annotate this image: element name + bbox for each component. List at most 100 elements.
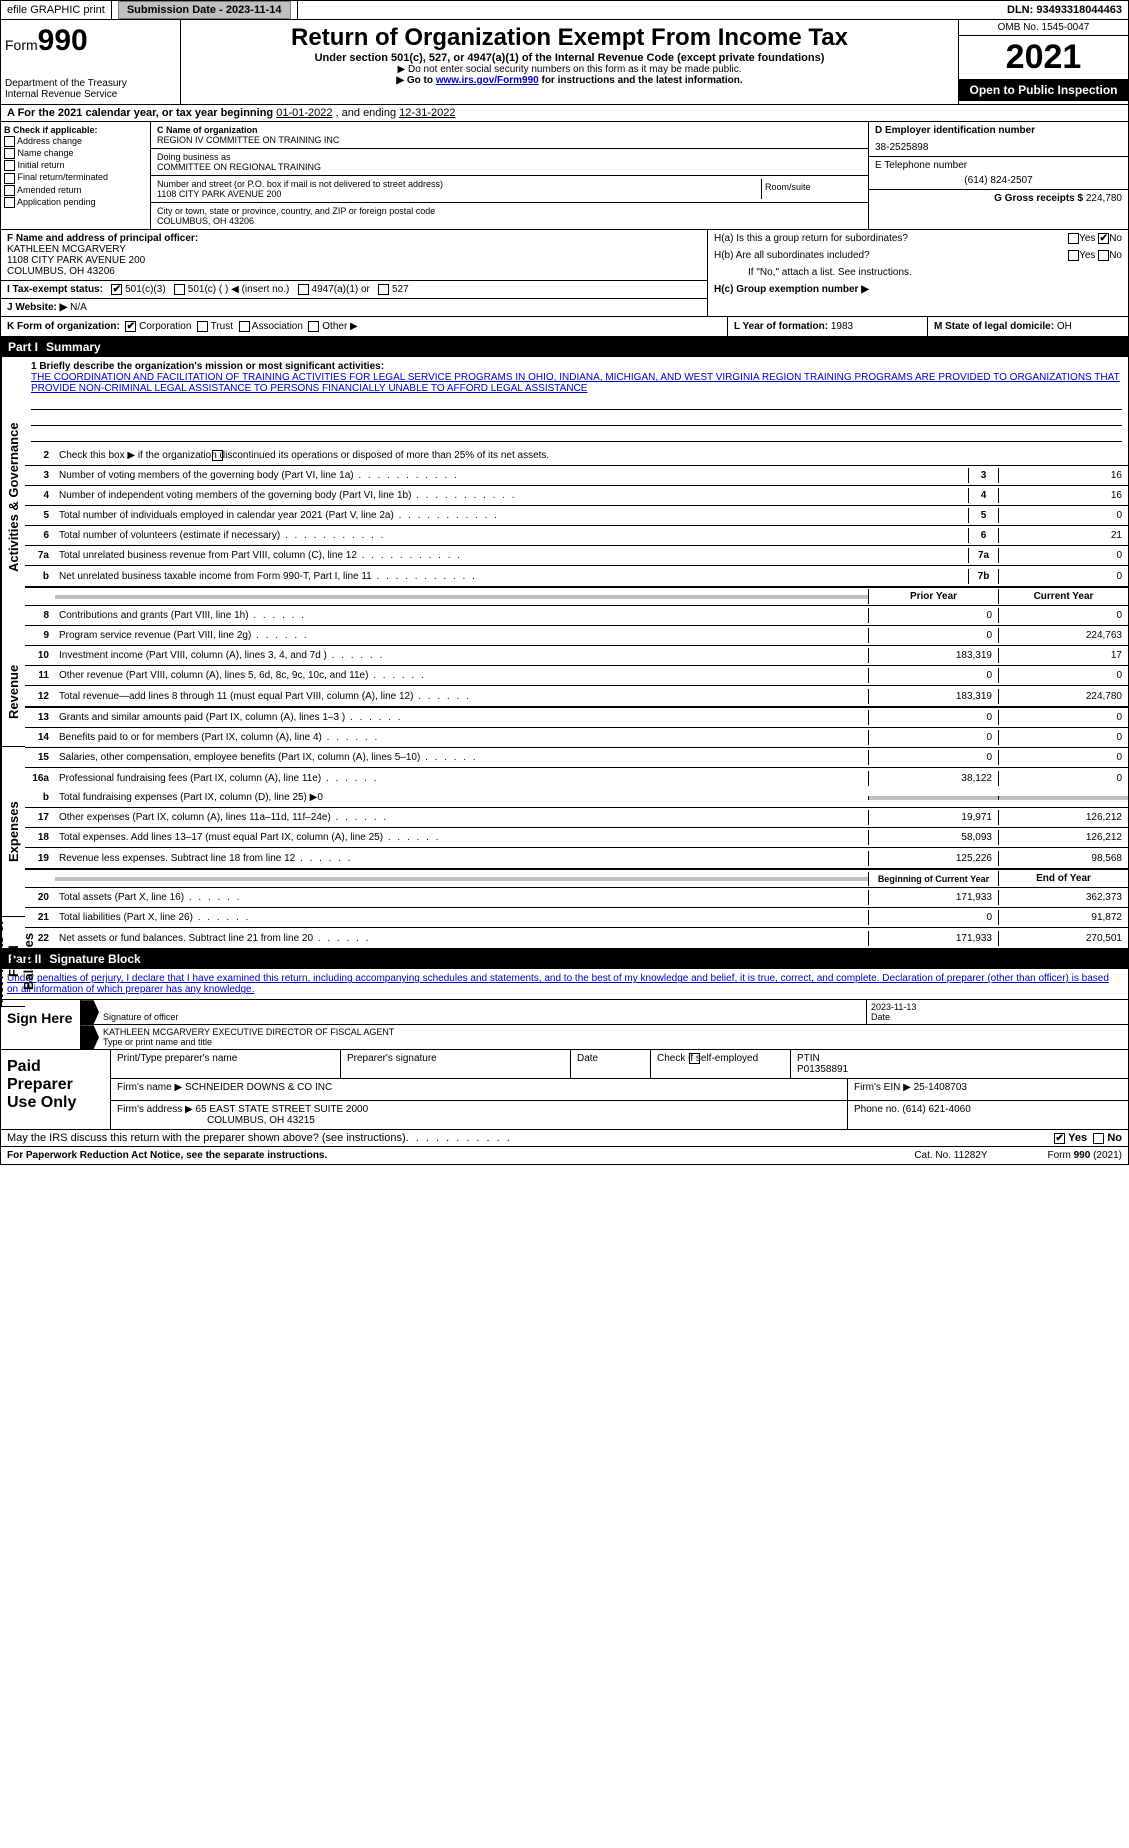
period-begin: 01-01-2022	[276, 107, 332, 119]
row-box: 4	[968, 488, 998, 503]
col-current-header: Current Year	[998, 589, 1128, 604]
row-label: Number of voting members of the governin…	[55, 468, 968, 483]
row-prior: 125,226	[868, 851, 998, 866]
open-public-badge: Open to Public Inspection	[959, 79, 1128, 101]
row-value: 16	[998, 468, 1128, 483]
row-current: 0	[998, 730, 1128, 745]
ptin-label: PTIN	[797, 1053, 820, 1064]
row-num: 7a	[25, 550, 55, 561]
row-box: 7b	[968, 569, 998, 584]
sig-intro: Under penalties of perjury, I declare th…	[0, 969, 1129, 1000]
footer-mid: Cat. No. 11282Y	[914, 1150, 987, 1161]
row-num: 9	[25, 630, 55, 641]
col-begin-header: Beginning of Current Year	[868, 872, 998, 886]
preparer-block: Paid Preparer Use Only Print/Type prepar…	[0, 1050, 1129, 1130]
row-value: 16	[998, 488, 1128, 503]
k-corp[interactable]	[125, 321, 136, 332]
chk-initial[interactable]	[4, 160, 15, 171]
k-trust[interactable]	[197, 321, 208, 332]
addr-value: 1108 CITY PARK AVENUE 200	[157, 189, 761, 199]
hc-label: H(c) Group exemption number ▶	[708, 281, 1128, 298]
row-prior: 171,933	[868, 931, 998, 946]
row-prior: 19,971	[868, 810, 998, 825]
pt-date-label: Date	[571, 1050, 651, 1078]
firm-ein-label: Firm's EIN ▶	[854, 1082, 914, 1093]
f-addr2: COLUMBUS, OH 43206	[7, 266, 701, 277]
mission-block: 1 Briefly describe the organization's mi…	[25, 357, 1128, 446]
addr-label: Number and street (or P.O. box if mail i…	[157, 179, 761, 189]
col-b-header: B Check if applicable:	[4, 125, 147, 135]
row-label: Program service revenue (Part VIII, line…	[55, 628, 868, 643]
sig-officer-label: Signature of officer	[103, 1012, 178, 1022]
officer-name-label: Type or print name and title	[103, 1037, 212, 1047]
hb-no[interactable]	[1098, 250, 1109, 261]
j-label: J Website: ▶	[7, 302, 67, 313]
perjury-text[interactable]: Under penalties of perjury, I declare th…	[7, 973, 1109, 995]
ha-no[interactable]	[1098, 233, 1109, 244]
chk-name[interactable]	[4, 148, 15, 159]
row-num: 3	[25, 470, 55, 481]
org-name-label: C Name of organization	[157, 125, 862, 135]
room-label: Room/suite	[762, 179, 862, 199]
m-value: OH	[1057, 321, 1072, 332]
chk-527[interactable]	[378, 284, 389, 295]
footer-right: Form 990 (2021)	[1048, 1150, 1122, 1161]
sig-date-label: Date	[871, 1012, 890, 1022]
row-label: Grants and similar amounts paid (Part IX…	[55, 710, 868, 725]
row-box: 7a	[968, 548, 998, 563]
l-label: L Year of formation:	[734, 321, 831, 332]
footer-left: For Paperwork Reduction Act Notice, see …	[7, 1150, 327, 1161]
chk-4947[interactable]	[298, 284, 309, 295]
row-current: 126,212	[998, 830, 1128, 845]
row-current: 98,568	[998, 851, 1128, 866]
row-label: Revenue less expenses. Subtract line 18 …	[55, 851, 868, 866]
chk-amended[interactable]	[4, 185, 15, 196]
chk-address[interactable]	[4, 136, 15, 147]
page-footer: For Paperwork Reduction Act Notice, see …	[0, 1147, 1129, 1165]
q2-checkbox[interactable]	[212, 450, 223, 461]
part-i-header: Part I Summary	[0, 337, 1129, 357]
row-current: 0	[998, 668, 1128, 683]
chk-final[interactable]	[4, 173, 15, 184]
instructions-link[interactable]: www.irs.gov/Form990	[436, 75, 539, 86]
row-current: 270,501	[998, 931, 1128, 946]
identity-block: B Check if applicable: Address change Na…	[0, 122, 1129, 230]
l-value: 1983	[831, 321, 853, 332]
k-other[interactable]	[308, 321, 319, 332]
row-num: 11	[25, 670, 55, 681]
sign-here-label: Sign Here	[1, 1000, 81, 1049]
part-ii-header: Part II Signature Block	[0, 949, 1129, 969]
row-num: 6	[25, 530, 55, 541]
ha-yes[interactable]	[1068, 233, 1079, 244]
vtab-governance: Activities & Governance	[1, 357, 25, 637]
row-label: Total assets (Part X, line 16)	[55, 890, 868, 905]
row-label: Other revenue (Part VIII, column (A), li…	[55, 668, 868, 683]
arrow-icon	[81, 1025, 99, 1049]
discuss-yes[interactable]	[1054, 1133, 1065, 1144]
part-i-title: Summary	[46, 340, 101, 354]
row-label: Total revenue—add lines 8 through 11 (mu…	[55, 689, 868, 704]
k-label: K Form of organization:	[7, 321, 120, 332]
row-prior: 58,093	[868, 830, 998, 845]
row-value: 21	[998, 528, 1128, 543]
chk-501c3[interactable]	[111, 284, 122, 295]
hb-yes[interactable]	[1068, 250, 1079, 261]
row-num: 14	[25, 732, 55, 743]
mission-text[interactable]: THE COORDINATION AND FACILITATION OF TRA…	[31, 372, 1120, 394]
row-num: b	[25, 571, 55, 582]
goto-pre: ▶ Go to	[396, 75, 435, 86]
subtitle-2: ▶ Do not enter social security numbers o…	[185, 64, 954, 75]
chk-pending[interactable]	[4, 197, 15, 208]
row-num: 16a	[25, 773, 55, 784]
discuss-no[interactable]	[1093, 1133, 1104, 1144]
row-label: Professional fundraising fees (Part IX, …	[55, 771, 868, 786]
chk-501c[interactable]	[174, 284, 185, 295]
row-box: 5	[968, 508, 998, 523]
chk-self-employed[interactable]	[689, 1053, 700, 1064]
row-label: Other expenses (Part IX, column (A), lin…	[55, 810, 868, 825]
form-label: Form	[5, 37, 38, 53]
org-name: REGION IV COMMITTEE ON TRAINING INC	[157, 135, 862, 145]
k-assoc[interactable]	[239, 321, 250, 332]
period-mid: , and ending	[336, 107, 400, 119]
submission-button[interactable]: Submission Date - 2023-11-14	[118, 1, 291, 19]
